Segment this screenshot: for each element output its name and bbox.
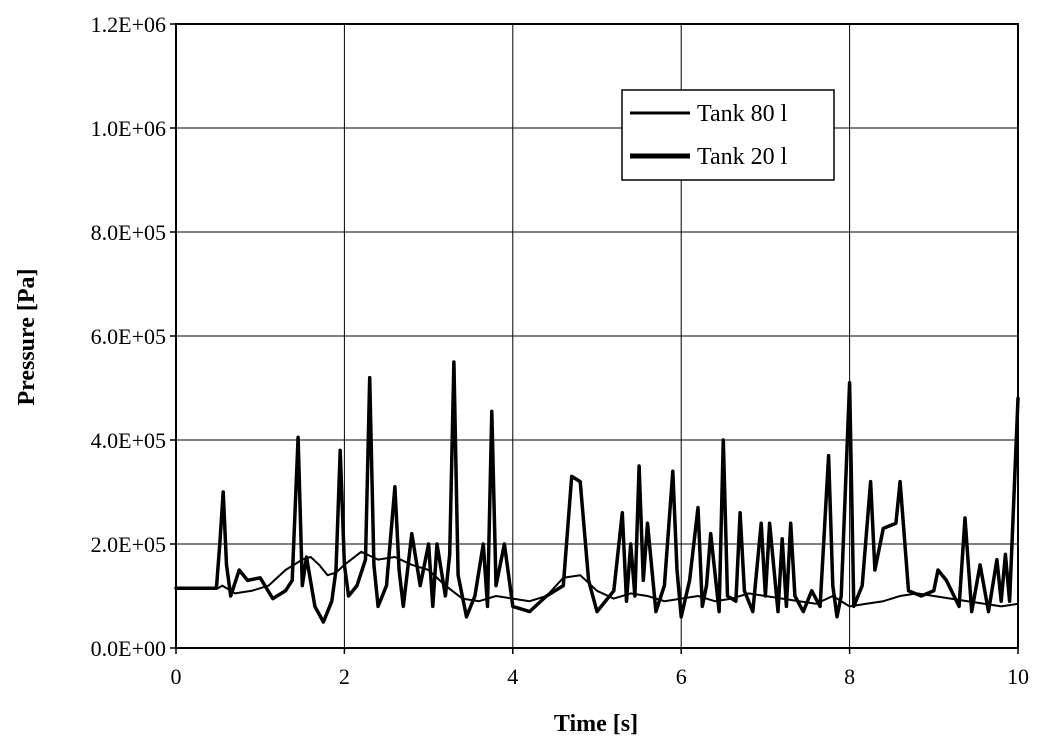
legend: Tank 80 l Tank 20 l: [621, 89, 835, 181]
x-axis-title: Time [s]: [554, 711, 638, 737]
y-tick-label: 0.0E+00: [91, 636, 166, 661]
x-tick-label: 4: [507, 664, 518, 689]
x-tick-label: 6: [676, 664, 687, 689]
series-line-tank-20: [174, 360, 1020, 624]
y-axis-title: Pressure [Pa]: [14, 268, 40, 405]
y-tick-label: 2.0E+05: [91, 532, 166, 557]
legend-label-tank-80: Tank 80 l: [697, 101, 788, 127]
y-tick-label: 6.0E+05: [91, 324, 166, 349]
series-lines: [174, 360, 1020, 624]
x-tick-label: 0: [171, 664, 182, 689]
legend-label-tank-20: Tank 20 l: [697, 144, 788, 170]
x-tick-label: 2: [339, 664, 350, 689]
series-line-tank-80: [175, 550, 1019, 608]
axis-ticks: 0 2 4 6 8 10 0.0E+00 2.0E+05 4.0E+05 6.0E+05 8.0E+…: [91, 12, 1029, 689]
y-tick-label: 1.0E+06: [91, 116, 166, 141]
x-tick-label: 10: [1007, 664, 1029, 689]
legend-box: [621, 89, 835, 181]
y-tick-label: 8.0E+05: [91, 220, 166, 245]
x-tick-label: 8: [844, 664, 855, 689]
y-tick-label: 1.2E+06: [91, 12, 166, 37]
y-tick-label: 4.0E+05: [91, 428, 166, 453]
